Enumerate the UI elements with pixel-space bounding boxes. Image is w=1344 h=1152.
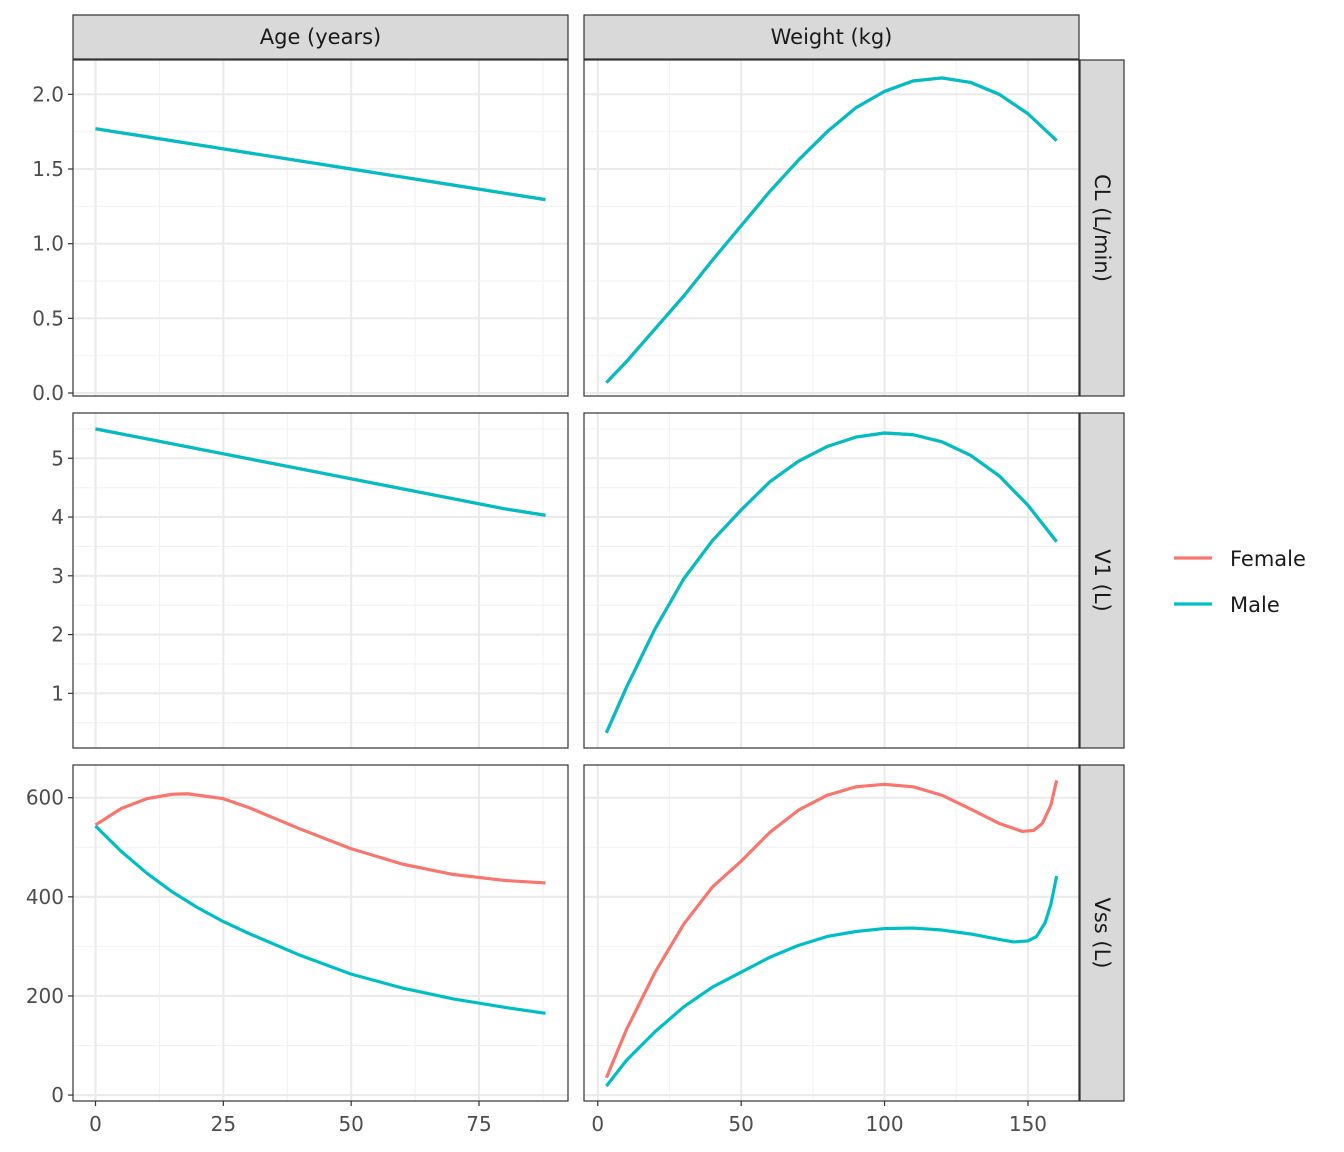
column-strip-age-label: Age (years) [260, 25, 381, 49]
row-strip-v1: V1 (L) [1079, 412, 1125, 749]
x-tick-label: 25 [211, 1112, 236, 1136]
x-tick-label: 150 [1009, 1112, 1047, 1136]
y-tick-label: 4 [51, 505, 64, 529]
y-tick-label: 400 [26, 885, 64, 909]
y-tick-label: 0.5 [32, 306, 64, 330]
panel-border [72, 764, 569, 1102]
x-tick-label: 0 [591, 1112, 604, 1136]
y-tick-label: 0.0 [32, 381, 64, 405]
legend-label-female: Female [1230, 547, 1306, 571]
series-line-male [94, 824, 546, 1015]
y-tick-label: 1 [51, 681, 64, 705]
panel-border [72, 412, 569, 749]
series-line-male [604, 431, 1058, 734]
series-line-female [604, 779, 1059, 1079]
panel-border [583, 412, 1080, 749]
x-tick-label: 0 [89, 1112, 102, 1136]
panel-v1-l-by-age-years [72, 412, 569, 749]
panel-border [583, 59, 1080, 397]
panel-background [73, 60, 568, 396]
panel-v1-l-by-weight-kg [583, 412, 1080, 749]
y-tick-label: 200 [26, 984, 64, 1008]
legend: Female Male [1174, 547, 1306, 617]
panel-vss-l-by-weight-kg [583, 764, 1080, 1102]
x-tick-label: 50 [728, 1112, 753, 1136]
panels [72, 59, 1080, 1102]
y-tick-label: 1.0 [32, 232, 64, 256]
series-line-male [605, 76, 1058, 384]
panel-background [584, 765, 1079, 1101]
row-strip-v1-label: V1 (L) [1090, 549, 1114, 612]
x-tick-label: 100 [865, 1112, 903, 1136]
column-strip-weight: Weight (kg) [583, 14, 1080, 60]
series-line-male [95, 427, 546, 517]
legend-label-male: Male [1230, 593, 1280, 617]
panel-background [584, 413, 1079, 748]
row-strip-cl: CL (L/min) [1079, 59, 1125, 397]
row-strip-cl-label: CL (L/min) [1090, 174, 1114, 282]
y-tick-label: 0 [51, 1083, 64, 1107]
y-tick-label: 2.0 [32, 82, 64, 106]
y-tick-label: 2 [51, 623, 64, 647]
x-tick-label: 75 [466, 1112, 491, 1136]
y-tick-label: 5 [51, 446, 64, 470]
panel-cl-l-min-by-weight-kg [583, 59, 1080, 397]
y-tick-label: 1.5 [32, 157, 64, 181]
panel-background [73, 765, 568, 1101]
series-line-male [605, 875, 1059, 1088]
panel-border [583, 764, 1080, 1102]
panel-border [72, 59, 569, 397]
y-tick-label: 600 [26, 786, 64, 810]
x-tick-label: 50 [338, 1112, 363, 1136]
series-line-male [95, 127, 546, 202]
series-line-female [94, 792, 546, 885]
row-strip-vss-label: Vss (L) [1090, 897, 1114, 968]
panel-cl-l-min-by-age-years [72, 59, 569, 397]
row-strip-vss: Vss (L) [1079, 764, 1125, 1102]
panel-background [73, 413, 568, 748]
column-strip-age: Age (years) [72, 14, 569, 60]
panel-background [584, 60, 1079, 396]
column-strip-weight-label: Weight (kg) [771, 25, 893, 49]
y-tick-label: 3 [51, 564, 64, 588]
panel-vss-l-by-age-years [72, 764, 569, 1102]
